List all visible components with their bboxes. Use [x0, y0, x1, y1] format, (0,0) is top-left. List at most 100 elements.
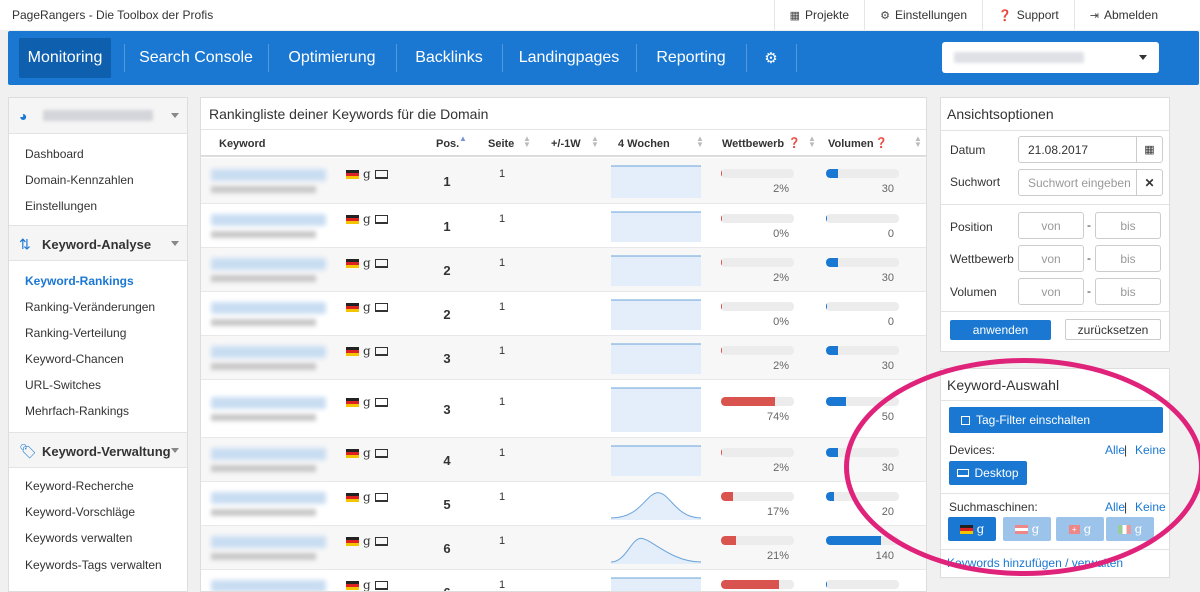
italy-flag-icon [1117, 524, 1131, 534]
table-row[interactable]: g 1 1 0% 0 [201, 204, 926, 248]
volumen-from-input[interactable]: von [1018, 278, 1084, 305]
redacted-keyword [211, 580, 326, 591]
suchwort-input[interactable]: Suchwort eingeben ✕ [1018, 169, 1163, 196]
sidebar-item-keywords-verwalten[interactable]: Keywords verwalten [25, 531, 133, 545]
logout-link[interactable]: ⇥ Abmelden [1073, 0, 1200, 30]
separator: | [1124, 500, 1128, 514]
table-row[interactable]: g 3 1 74% 50 [201, 380, 926, 438]
nav-divider [796, 44, 797, 72]
table-row[interactable]: g 2 1 2% 30 [201, 248, 926, 292]
google-icon: g [363, 534, 371, 548]
row-position: 6 [441, 585, 453, 591]
table-row[interactable]: g 2 1 0% 0 [201, 292, 926, 336]
wettbewerb-from-input[interactable]: von [1018, 245, 1084, 272]
datum-input[interactable]: 21.08.2017 ▦ [1018, 136, 1163, 163]
nav-divider [268, 44, 269, 72]
wettbewerb-to-input[interactable]: bis [1095, 245, 1161, 272]
sidebar-item-url-switches[interactable]: URL-Switches [25, 378, 102, 392]
table-row[interactable]: g 3 1 2% 30 [201, 336, 926, 380]
col-volumen[interactable]: Volumen [828, 138, 874, 150]
table-row[interactable]: g 1 1 2% 30 [201, 158, 926, 204]
engine-google-at-button[interactable]: g [1003, 517, 1051, 541]
divider [941, 549, 1169, 550]
top-links: ▦ Projekte ⚙ Einstellungen ❓ Support ⇥ Abmel… [773, 0, 1200, 30]
divider [941, 311, 1169, 312]
nav-optimierung[interactable]: Optimierung [288, 49, 376, 66]
nav-monitoring[interactable]: Monitoring [19, 38, 111, 78]
nav-search-console[interactable]: Search Console [139, 49, 253, 66]
redacted-keyword [211, 169, 326, 181]
monitor-icon [374, 448, 388, 458]
help-icon[interactable]: ❓ [875, 138, 888, 149]
projects-link[interactable]: ▦ Projekte [773, 0, 864, 30]
sidebar-item-keyword-chancen[interactable]: Keyword-Chancen [25, 352, 124, 366]
nav-landingpages[interactable]: Landingpages [518, 49, 620, 66]
engine-google-de-button[interactable]: g [948, 517, 996, 541]
col-pos[interactable]: Pos. [436, 138, 460, 150]
sidebar-item-einstellungen[interactable]: Einstellungen [25, 199, 98, 213]
sidebar-domain-header[interactable]: ◕ [9, 98, 187, 134]
position-to-input[interactable]: bis [1095, 212, 1161, 239]
col-change[interactable]: +/-1W [551, 138, 581, 150]
col-keyword[interactable]: Keyword [219, 138, 266, 150]
table-row[interactable]: g 5 1 17% 20 [201, 482, 926, 526]
ranking-panel: Rankingliste deiner Keywords für die Dom… [200, 97, 927, 592]
sidebar-item-mehrfach-rankings[interactable]: Mehrfach-Rankings [25, 404, 130, 418]
devices-all-link[interactable]: Alle [1105, 443, 1126, 457]
clear-icon[interactable]: ✕ [1136, 170, 1162, 195]
redacted-keyword [211, 397, 326, 409]
sidebar-item-ranking-verteilung[interactable]: Ranking-Verteilung [25, 326, 127, 340]
manage-keywords-link[interactable]: Keywords hinzufügen / verwalten [947, 556, 1124, 570]
sidebar-section-keyword-analyse[interactable]: ⇅ Keyword-Analyse [9, 225, 187, 261]
switzerland-flag-icon: + [1068, 524, 1080, 534]
trend-sparkline [611, 211, 701, 242]
germany-flag-icon [346, 448, 359, 458]
range-dash: - [1087, 251, 1091, 265]
position-from-input[interactable]: von [1018, 212, 1084, 239]
checkbox-icon [961, 415, 970, 425]
sidebar-item-keyword-vorschlaege[interactable]: Keyword-Vorschläge [25, 505, 136, 519]
sidebar-item-domain-kennzahlen[interactable]: Domain-Kennzahlen [25, 173, 134, 187]
settings-link[interactable]: ⚙ Einstellungen [864, 0, 982, 30]
volume-bar [826, 258, 899, 267]
engine-google-ch-button[interactable]: + g [1056, 517, 1104, 541]
col-seite[interactable]: Seite [488, 138, 515, 150]
sidebar-section-keyword-verwaltung[interactable]: 🏷 Keyword-Verwaltung [9, 432, 187, 468]
nav-settings-gear-icon[interactable]: ⚙ [764, 50, 778, 67]
domain-select[interactable] [942, 42, 1159, 73]
table-row[interactable]: g 6 1 21% 140 [201, 526, 926, 570]
engines-all-link[interactable]: Alle [1105, 500, 1126, 514]
sidebar: ◕ Dashboard Domain-Kennzahlen Einstellun… [8, 97, 188, 592]
redacted-keyword [211, 346, 326, 358]
desktop-label: Desktop [974, 466, 1019, 480]
tag-filter-button[interactable]: Tag-Filter einschalten [949, 407, 1163, 433]
col-wettbewerb[interactable]: Wettbewerb [722, 138, 785, 150]
sidebar-item-dashboard[interactable]: Dashboard [25, 147, 84, 161]
tag-filter-label: Tag-Filter einschalten [976, 413, 1091, 427]
reset-button[interactable]: zurücksetzen [1065, 319, 1161, 340]
engines-none-link[interactable]: Keine [1135, 500, 1166, 514]
sidebar-item-keyword-rankings[interactable]: Keyword-Rankings [25, 274, 134, 288]
table-row[interactable]: g 4 1 2% 30 [201, 438, 926, 482]
gear-icon: ⚙ [880, 9, 890, 22]
row-flags: g [346, 300, 388, 314]
redacted-url [211, 231, 316, 238]
germany-flag-icon [346, 346, 359, 356]
nav-backlinks[interactable]: Backlinks [415, 49, 483, 66]
sidebar-item-ranking-veraenderungen[interactable]: Ranking-Veränderungen [25, 300, 156, 314]
divider [941, 400, 1169, 401]
desktop-device-button[interactable]: Desktop [949, 461, 1027, 485]
competition-fill [721, 169, 723, 178]
volumen-to-input[interactable]: bis [1095, 278, 1161, 305]
competition-fill [721, 214, 723, 223]
support-link[interactable]: ❓ Support [982, 0, 1074, 30]
nav-reporting[interactable]: Reporting [656, 49, 726, 66]
apply-button[interactable]: anwenden [950, 320, 1051, 340]
engine-google-it-button[interactable]: g [1106, 517, 1154, 541]
help-icon[interactable]: ❓ [788, 138, 801, 149]
calendar-icon[interactable]: ▦ [1136, 137, 1162, 162]
sidebar-item-keywords-tags-verwalten[interactable]: Keywords-Tags verwalten [25, 558, 162, 572]
table-row[interactable]: g 6 1 [201, 570, 926, 591]
devices-none-link[interactable]: Keine [1135, 443, 1166, 457]
sidebar-item-keyword-recherche[interactable]: Keyword-Recherche [25, 479, 134, 493]
